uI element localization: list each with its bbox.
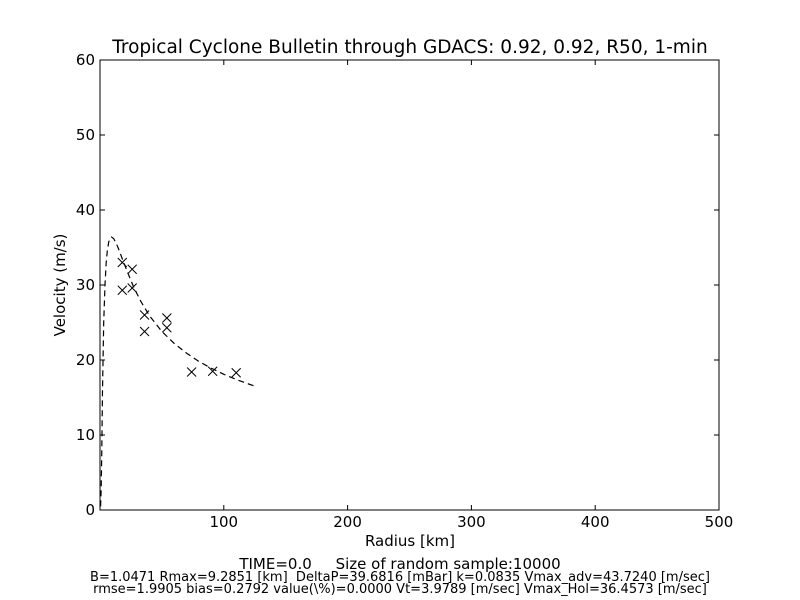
data-point: [117, 285, 128, 296]
plot-area: [99, 59, 720, 511]
y-tick-label: 60: [76, 51, 95, 69]
data-point: [139, 326, 150, 337]
y-tick-label: 10: [76, 426, 95, 444]
data-point: [231, 367, 242, 378]
x-tick-label: 100: [209, 513, 238, 531]
data-point: [139, 310, 150, 320]
x-tick-label: 300: [457, 513, 486, 531]
data-point: [161, 322, 172, 333]
y-tick-label: 50: [76, 126, 95, 144]
axis-ticks: [100, 59, 720, 511]
data-point: [207, 366, 218, 377]
x-tick-label: 500: [705, 513, 734, 531]
footer-time-sample: TIME=0.0 Size of random sample:10000: [239, 555, 561, 573]
y-axis-label: Velocity (m/s): [51, 234, 69, 337]
x-tick-label: 400: [581, 513, 610, 531]
y-tick-label: 40: [76, 201, 95, 219]
footer-parameters: B=1.0471 Rmax=9.2851 [km] DeltaP=39.6816…: [90, 570, 710, 585]
data-point: [117, 257, 128, 268]
x-axis-label: Radius [km]: [365, 532, 455, 550]
y-tick-label: 20: [76, 351, 95, 369]
y-tick-label: 0: [85, 501, 95, 519]
data-point: [186, 367, 197, 377]
chart-title: Tropical Cyclone Bulletin through GDACS:…: [111, 37, 707, 58]
x-tick-label: 200: [333, 513, 362, 531]
axis-tick-labels: 100 200 300 400 500 0 10 20 30 40 50 60: [76, 51, 733, 531]
data-markers: [117, 257, 242, 378]
data-point: [161, 313, 172, 323]
data-point: [127, 283, 138, 293]
fit-curve: [100, 236, 258, 507]
footer-statistics: rmse=1.9905 bias=0.2792 value(\%)=0.0000…: [93, 582, 707, 597]
y-tick-label: 30: [76, 276, 95, 294]
data-point: [127, 264, 138, 275]
